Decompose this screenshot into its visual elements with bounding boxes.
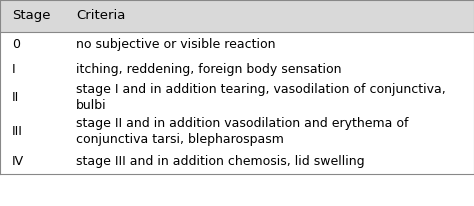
Text: Stage: Stage [12,9,50,22]
Text: II: II [12,91,19,104]
Text: IV: IV [12,155,24,168]
Text: stage III and in addition chemosis, lid swelling: stage III and in addition chemosis, lid … [76,155,365,168]
FancyBboxPatch shape [0,0,474,32]
Text: no subjective or visible reaction: no subjective or visible reaction [76,38,275,51]
Text: III: III [12,125,23,138]
Text: itching, reddening, foreign body sensation: itching, reddening, foreign body sensati… [76,62,341,76]
Text: 0: 0 [12,38,20,51]
Text: stage II and in addition vasodilation and erythema of
conjunctiva tarsi, blephar: stage II and in addition vasodilation an… [76,117,408,146]
Text: stage I and in addition tearing, vasodilation of conjunctiva,
bulbi: stage I and in addition tearing, vasodil… [76,83,446,112]
Text: I: I [12,62,16,76]
Text: Criteria: Criteria [76,9,125,22]
